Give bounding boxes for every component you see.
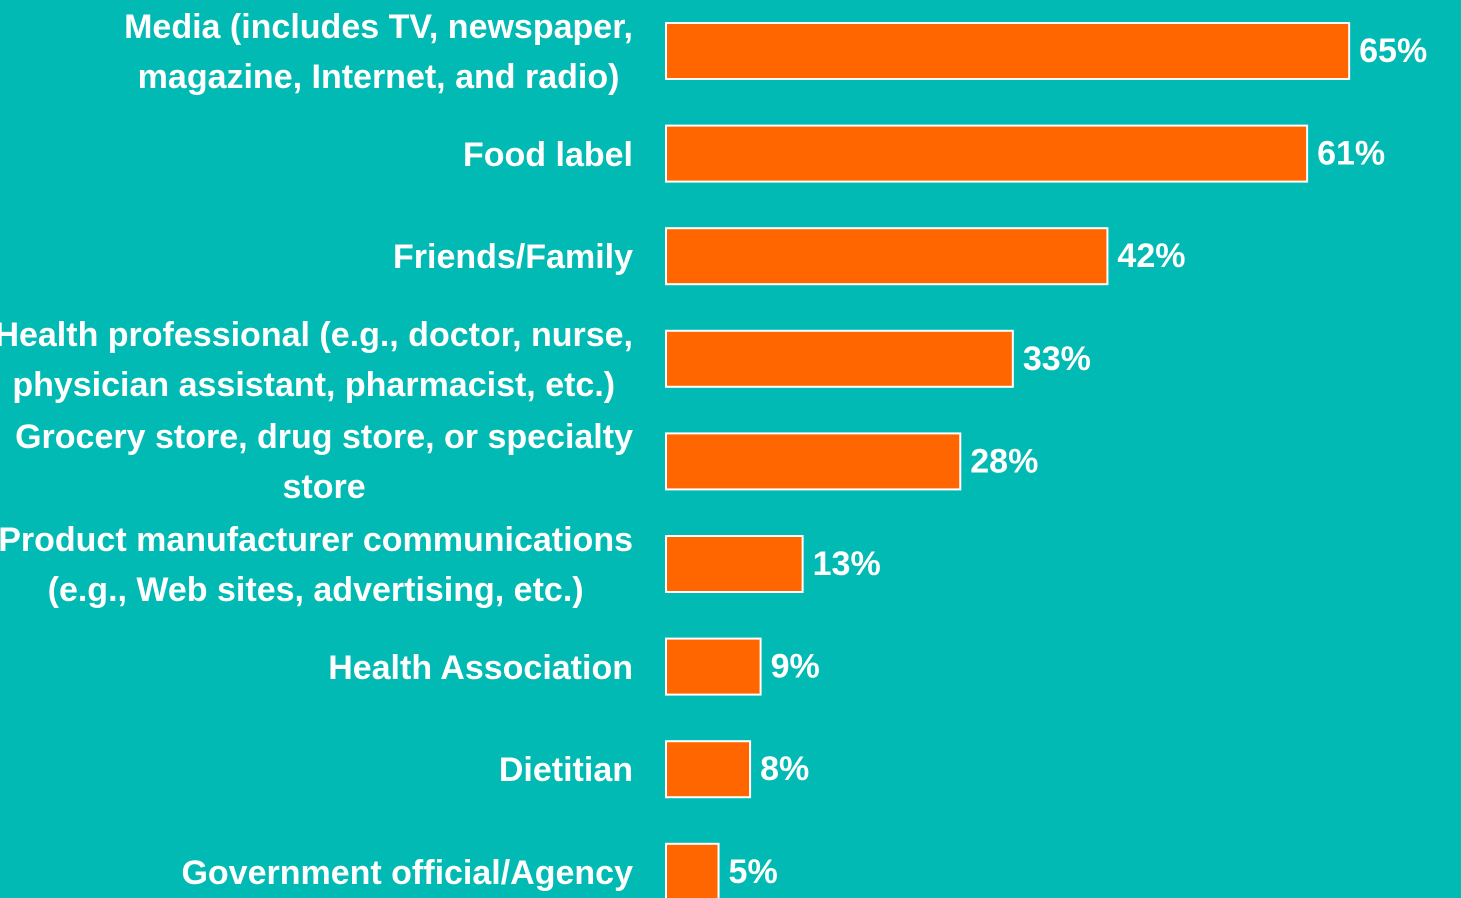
bar <box>665 535 804 593</box>
category-line: Media (includes TV, newspaper, <box>124 8 633 46</box>
category-line: Friends/Family <box>393 238 633 277</box>
bar <box>665 842 720 898</box>
value-label: 28% <box>970 442 1038 480</box>
category-line: magazine, Internet, and radio) <box>137 58 620 96</box>
category-label: Grocery store, drug store, or specialty s… <box>15 412 633 512</box>
bar <box>665 432 962 491</box>
value-label: 5% <box>729 853 778 891</box>
category-line: Health professional (e.g., doctor, nurse… <box>0 315 633 354</box>
category-label: Food label <box>463 130 633 180</box>
value-label: 9% <box>771 648 820 686</box>
value-label: 65% <box>1359 32 1427 70</box>
value-label: 33% <box>1023 340 1091 378</box>
category-label: Friends/Family <box>393 232 633 282</box>
category-line: Grocery store, drug store, or specialty <box>15 418 633 457</box>
category-line: (e.g., Web sites, advertising, etc.) <box>47 571 584 609</box>
bar <box>665 637 762 696</box>
value-label: 61% <box>1317 135 1385 173</box>
category-line: Product manufacturer communications <box>0 521 633 559</box>
category-line: physician assistant, pharmacist, etc.) <box>12 365 616 404</box>
bar <box>665 227 1109 286</box>
category-line: Dietitian <box>498 751 633 790</box>
bar <box>665 22 1351 80</box>
bar <box>665 740 752 799</box>
category-line: Food label <box>463 135 633 174</box>
category-line: store <box>282 468 366 507</box>
category-line: Government official/Agency <box>181 853 633 892</box>
category-line: Health Association <box>328 648 633 687</box>
category-label: Government official/Agency <box>181 848 633 898</box>
category-label: Dietitian <box>499 745 633 795</box>
value-label: 13% <box>813 545 881 583</box>
category-label: Media (includes TV, newspaper, magazine, … <box>124 2 633 102</box>
category-label: Product manufacturer communications (e.g.… <box>0 515 633 615</box>
value-label: 42% <box>1117 237 1185 275</box>
category-label: Health professional (e.g., doctor, nurse… <box>0 310 633 410</box>
category-label: Health Association <box>328 643 633 693</box>
value-label: 8% <box>760 750 809 788</box>
bar <box>665 329 1014 388</box>
bar <box>665 124 1309 183</box>
